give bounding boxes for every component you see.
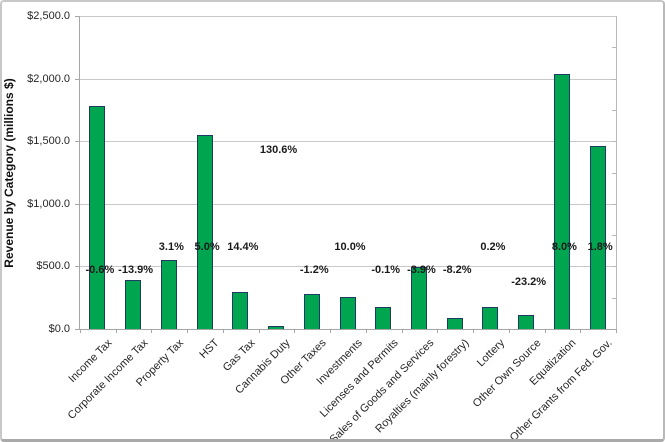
gridline	[80, 141, 616, 143]
pct-label: 14.4%	[227, 240, 259, 253]
pct-label: 1.8%	[587, 240, 613, 253]
pct-label: -1.2%	[299, 264, 329, 277]
bar-sales-of-goods-and-services	[410, 267, 427, 329]
bar-other-grants-from-fed-gov-	[589, 146, 606, 329]
y-axis-tick-label: $1,500.0	[27, 135, 70, 148]
bar-other-taxes	[303, 294, 320, 329]
x-axis-tick	[508, 329, 510, 333]
right-axis-minor-tick	[612, 203, 616, 205]
y-axis-tick	[75, 78, 80, 80]
bar-property-tax	[160, 260, 177, 329]
gridline	[80, 266, 616, 268]
y-axis-tick	[75, 203, 80, 205]
y-axis-title: Revenue by Category (millions $)	[2, 77, 16, 268]
bar-lottery	[482, 307, 499, 329]
bar-licenses-and-permits	[375, 307, 392, 329]
pct-label: 0.2%	[480, 240, 506, 253]
y-axis-tick-label: $500.0	[36, 260, 70, 273]
pct-label: -13.9%	[118, 264, 154, 277]
x-axis-tick	[294, 329, 296, 333]
bar-income-tax	[89, 106, 106, 329]
right-axis-minor-tick	[612, 141, 616, 143]
x-axis-tick	[80, 329, 81, 333]
x-axis-tick	[544, 329, 546, 333]
right-axis-minor-tick	[612, 235, 616, 237]
x-axis-tick	[330, 329, 332, 333]
y-axis-tick	[75, 266, 80, 268]
bar-royalties-mainly-forestry-	[446, 318, 463, 329]
right-axis-minor-tick	[612, 172, 616, 174]
pct-label: -23.2%	[511, 276, 547, 289]
plot-area: Revenue by Category (millions $) $0.0 $50…	[2, 10, 617, 439]
y-axis-tick-label: $2,500.0	[27, 10, 70, 22]
x-axis-tick	[187, 329, 189, 333]
gridline	[80, 203, 616, 205]
pct-label: -8.2%	[442, 264, 472, 277]
bar-cannabis-duty	[268, 326, 285, 329]
x-axis-tick	[222, 329, 224, 333]
y-axis-tick	[75, 16, 80, 17]
x-axis-tick	[258, 329, 260, 333]
pct-label: -0.1%	[371, 264, 401, 277]
pct-label: -0.6%	[85, 264, 115, 277]
pct-label: 130.6%	[259, 143, 298, 156]
y-axis-tick	[75, 329, 80, 330]
bar-hst	[196, 135, 213, 329]
bar-equalization	[553, 74, 570, 329]
y-axis-tick-label: $0.0	[48, 323, 70, 335]
right-axis-minor-tick	[612, 266, 616, 268]
gridline	[80, 16, 616, 17]
pct-label: 8.0%	[551, 240, 577, 253]
pct-label: 5.0%	[194, 240, 220, 253]
bar-other-own-source	[518, 315, 535, 329]
bar-corporate-income-tax	[125, 280, 142, 329]
y-axis-tick-label: $2,000.0	[27, 72, 70, 85]
x-axis-tick	[151, 329, 153, 333]
x-axis-tick	[437, 329, 439, 333]
bar-investments	[339, 297, 356, 329]
right-axis-minor-tick	[612, 297, 616, 299]
pct-label: 3.1%	[158, 240, 184, 253]
pct-label: 10.0%	[334, 240, 366, 253]
x-axis-tick	[616, 329, 617, 333]
x-axis-tick	[580, 329, 582, 333]
right-axis-minor-tick	[612, 109, 616, 111]
x-axis-tick	[473, 329, 475, 333]
x-category-label: HST	[197, 337, 222, 362]
x-category-label: Lottery	[475, 337, 508, 370]
x-axis-tick	[401, 329, 403, 333]
y-axis-tick-label: $1,000.0	[27, 197, 70, 210]
y-axis-tick	[75, 141, 80, 143]
gridline	[80, 78, 616, 80]
right-axis-minor-tick	[612, 78, 616, 80]
x-axis-tick	[115, 329, 117, 333]
x-axis-tick	[365, 329, 367, 333]
right-axis-minor-tick	[612, 47, 616, 49]
bar-gas-tax	[232, 292, 249, 329]
pct-label: -3.9%	[407, 264, 436, 277]
